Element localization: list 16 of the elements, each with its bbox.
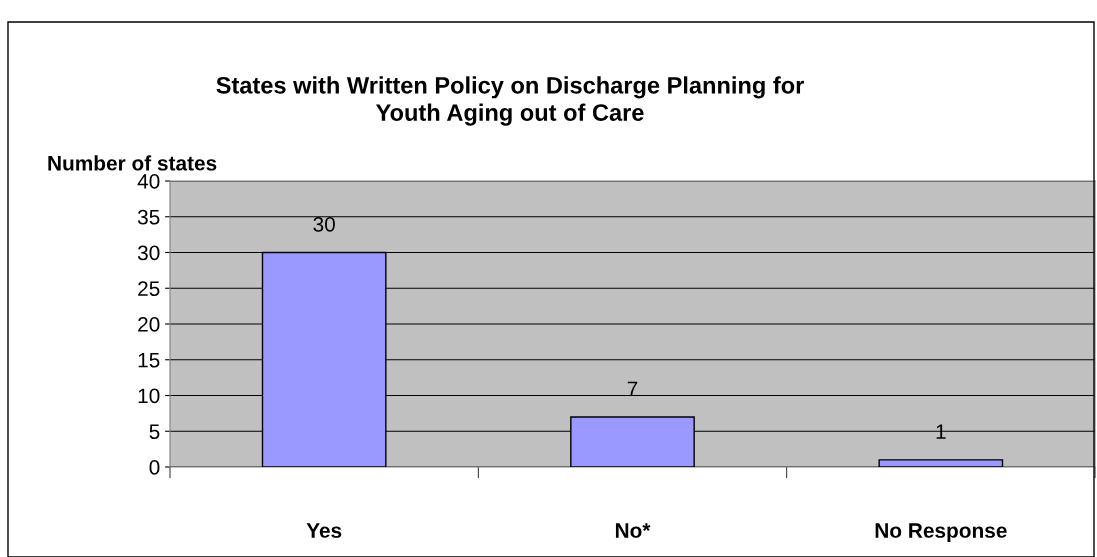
y-axis-title: Number of states [48, 155, 217, 171]
bar [878, 459, 1004, 467]
y-tick-label: 30 [137, 245, 160, 261]
y-tick-label: 15 [138, 352, 160, 368]
y-tick-label: 25 [138, 281, 160, 296]
data-label: 30 [313, 216, 335, 232]
y-tick-label: 35 [137, 209, 160, 225]
y-tick-label: 20 [138, 317, 160, 332]
x-tick-label: No* [615, 523, 651, 538]
x-tick-label: No Response [875, 523, 1007, 542]
y-tick-label: 10 [138, 388, 160, 404]
y-tick-label: 0 [149, 460, 160, 475]
y-tick-label: 5 [149, 424, 160, 439]
x-tick-label: Yes [306, 523, 342, 538]
chart-title: States with Written Policy on Discharge Planning for Youth Aging out of Care [216, 76, 804, 126]
y-tick-label: 40 [137, 174, 160, 189]
